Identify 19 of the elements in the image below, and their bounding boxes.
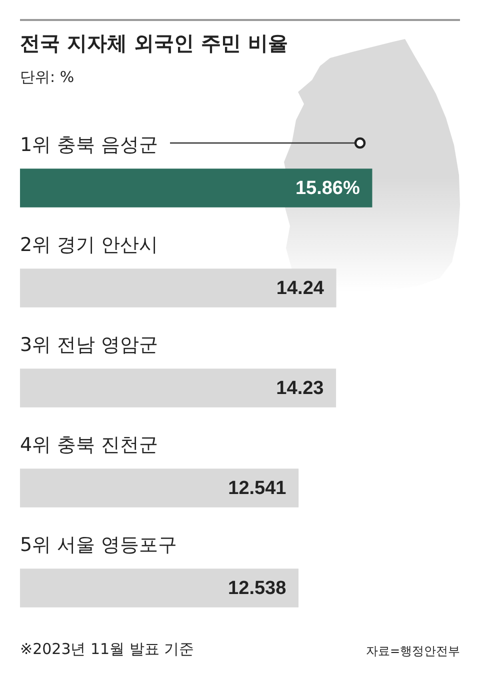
y-tick-label: 3위 전남 영암군 bbox=[20, 334, 158, 356]
bar bbox=[20, 468, 299, 508]
y-tick-label: 5위 서울 영등포구 bbox=[20, 534, 178, 556]
data-label: 12.538 bbox=[228, 578, 286, 600]
data-label: 12.541 bbox=[228, 478, 287, 500]
y-tick-label: 4위 충북 진천군 bbox=[20, 434, 158, 456]
bar bbox=[20, 368, 336, 408]
bar bbox=[20, 568, 299, 608]
chart-subtitle: 단위: % bbox=[20, 67, 74, 88]
bar bbox=[20, 168, 372, 208]
text: 자료=행정안전부 bbox=[366, 643, 460, 660]
bar bbox=[20, 268, 336, 308]
chart-title: 전국 지자체 외국인 주민 비율 bbox=[20, 30, 288, 56]
text: ※2023년 11월 발표 기준 bbox=[20, 639, 194, 660]
data-label: 14.24 bbox=[276, 278, 324, 300]
y-tick-label: 1위 충북 음성군 bbox=[20, 134, 158, 156]
y-tick-label: 2위 경기 안산시 bbox=[20, 234, 158, 256]
data-label: 14.23 bbox=[276, 378, 324, 400]
data-label: 15.86% bbox=[295, 178, 360, 200]
